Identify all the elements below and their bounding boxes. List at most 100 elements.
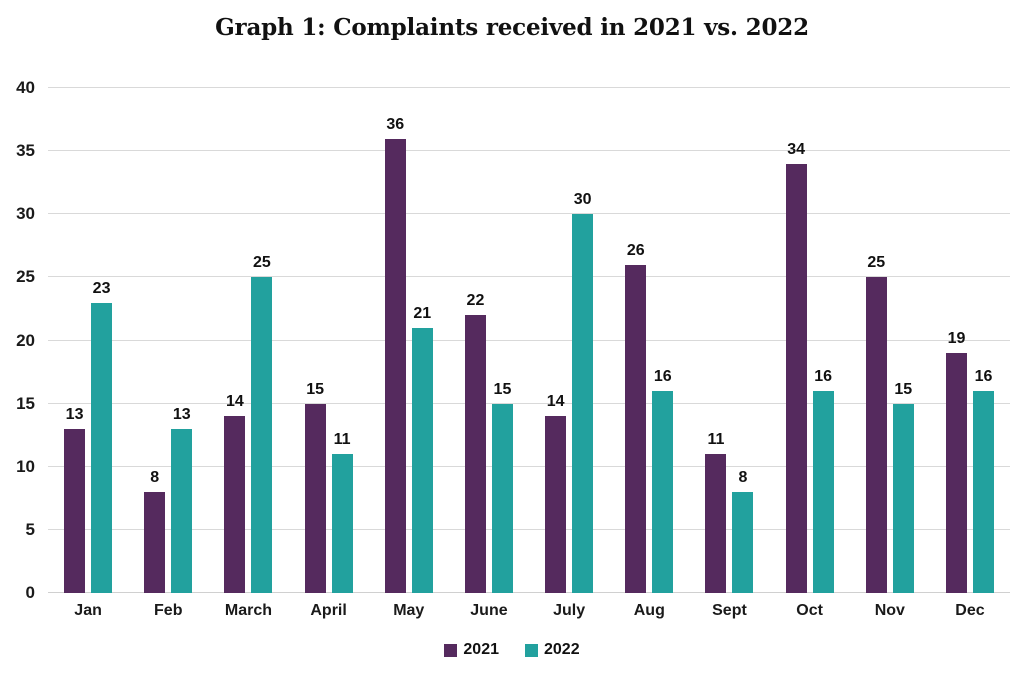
bar-value-2022-nov: 15 [894, 380, 913, 398]
bar-2022-sept: 8 [732, 469, 754, 593]
bar-2021-march: 14 [224, 393, 246, 593]
y-tick-label-0: 0 [25, 583, 35, 602]
bar-2021-oct: 34 [785, 141, 807, 593]
bar-value-2021-july: 14 [546, 393, 565, 411]
legend-swatch-2021 [444, 643, 458, 657]
bar-2021-feb: 8 [144, 469, 166, 593]
bar-2022-april: 11 [331, 431, 353, 593]
bar-value-2021-june: 22 [466, 292, 485, 310]
chart-title: Graph 1: Complaints received in 2021 vs.… [215, 14, 809, 41]
bar-value-2021-jan: 13 [65, 405, 84, 423]
bar-group-march: 14 25 [208, 88, 288, 593]
legend-item-2022: 2022 [525, 641, 580, 659]
y-tick-label-40: 40 [16, 78, 35, 97]
bar-value-2021-april: 15 [306, 380, 324, 398]
bar-value-2021-nov: 25 [867, 254, 886, 272]
bar-2022-oct: 16 [812, 368, 834, 593]
bar-value-2021-march: 14 [226, 393, 244, 411]
bar-value-2022-june: 15 [493, 380, 512, 398]
bar-group-april: 15 11 [289, 88, 369, 593]
bar-value-2022-dec: 16 [974, 368, 993, 385]
bar-value-2021-sept: 11 [707, 431, 725, 449]
bar-2022-july: 30 [572, 191, 594, 593]
bar-2021-july: 14 [545, 393, 567, 593]
bar-value-2022-april: 11 [333, 431, 351, 449]
legend-label-2021: 2021 [463, 641, 499, 658]
x-tick-label-april: April [310, 602, 347, 619]
x-tick-label-dec: Dec [955, 602, 985, 619]
x-tick-label-nov: Nov [874, 602, 905, 619]
bar-value-2022-sept: 8 [738, 469, 748, 486]
bar-2021-nov: 25 [865, 254, 887, 593]
gridline-0 [48, 592, 1010, 593]
bar-2022-dec: 16 [972, 368, 994, 593]
y-tick-label-35: 35 [16, 141, 35, 161]
gridline-25 [48, 276, 1010, 278]
bar-group-nov: 25 15 [850, 88, 930, 593]
bar-group-feb: 8 13 [128, 88, 208, 593]
bar-group-oct: 34 16 [770, 88, 850, 593]
x-tick-label-july: July [553, 602, 586, 619]
bar-group-sept: 11 8 [689, 88, 769, 593]
legend: 2021 2022 [0, 641, 1024, 659]
bar-value-2021-oct: 34 [787, 140, 806, 158]
y-tick-label-25: 25 [16, 267, 35, 287]
bar-2022-jan: 23 [91, 280, 113, 593]
x-tick-label-aug: Aug [633, 602, 665, 619]
x-tick-label-may: May [393, 602, 425, 619]
bar-2021-sept: 11 [705, 431, 727, 593]
bar-2021-may: 36 [384, 116, 406, 593]
x-tick-label-feb: Feb [154, 602, 183, 619]
bar-value-2022-march: 25 [253, 254, 271, 272]
x-tick-label-june: June [470, 602, 508, 619]
bar-value-2022-aug: 16 [653, 368, 672, 385]
bar-2021-aug: 26 [625, 242, 647, 593]
legend-item-2021: 2021 [444, 641, 499, 659]
bar-value-2021-may: 36 [386, 115, 405, 133]
y-tick-label-30: 30 [16, 204, 35, 224]
bar-group-jan: 13 23 [48, 88, 128, 593]
gridline-5 [48, 528, 1010, 530]
bar-group-aug: 26 16 [609, 88, 689, 593]
bar-2022-march: 25 [251, 254, 273, 593]
gridline-40 [48, 87, 1010, 88]
bar-group-july: 14 30 [529, 88, 609, 593]
gridline-10 [48, 465, 1010, 467]
legend-swatch-2022 [525, 643, 538, 657]
gridline-30 [48, 213, 1010, 215]
bar-group-dec: 19 16 [930, 88, 1010, 593]
y-tick-label-15: 15 [16, 393, 35, 413]
bar-2021-dec: 19 [945, 330, 967, 593]
bar-2022-nov: 15 [892, 381, 914, 593]
bar-2022-may: 21 [411, 305, 433, 593]
x-tick-label-jan: Jan [74, 602, 102, 619]
bar-value-2022-july: 30 [573, 191, 592, 209]
bar-2021-april: 15 [304, 381, 326, 593]
gridline-15 [48, 402, 1010, 404]
x-axis-labels: Jan Feb March April May June July Aug Sept Oct Nov… [48, 602, 1010, 620]
bar-value-2021-dec: 19 [947, 330, 966, 348]
bar-2022-feb: 13 [171, 406, 193, 593]
bars-row: 13 23 8 13 14 25 15 11 36 21 22 15 14 30 26 16 11 8 34 16 25… [48, 88, 1010, 593]
bar-value-2022-oct: 16 [814, 368, 833, 385]
plot-area: 0 5 10 15 20 25 30 35 40 13 23 8 13 14 25 15 11 36 21 22 15… [16, 78, 1010, 602]
y-tick-label-20: 20 [16, 330, 35, 350]
bar-value-2022-jan: 23 [92, 279, 111, 297]
bar-2021-june: 22 [464, 292, 486, 593]
y-tick-label-10: 10 [16, 456, 35, 476]
bar-2022-june: 15 [491, 381, 513, 593]
gridline-35 [48, 150, 1010, 152]
x-tick-label-sept: Sept [712, 602, 747, 619]
gridline-20 [48, 339, 1010, 341]
x-tick-label-march: March [224, 602, 272, 619]
bar-2021-jan: 13 [64, 406, 86, 593]
bar-value-2021-aug: 26 [626, 241, 645, 259]
x-tick-label-oct: Oct [796, 602, 823, 619]
bar-value-2022-may: 21 [413, 304, 432, 322]
bar-value-2021-feb: 8 [150, 469, 160, 486]
legend-label-2022: 2022 [544, 641, 580, 658]
y-tick-label-5: 5 [25, 519, 35, 539]
bar-group-may: 36 21 [369, 88, 449, 593]
bar-group-june: 22 15 [449, 88, 529, 593]
